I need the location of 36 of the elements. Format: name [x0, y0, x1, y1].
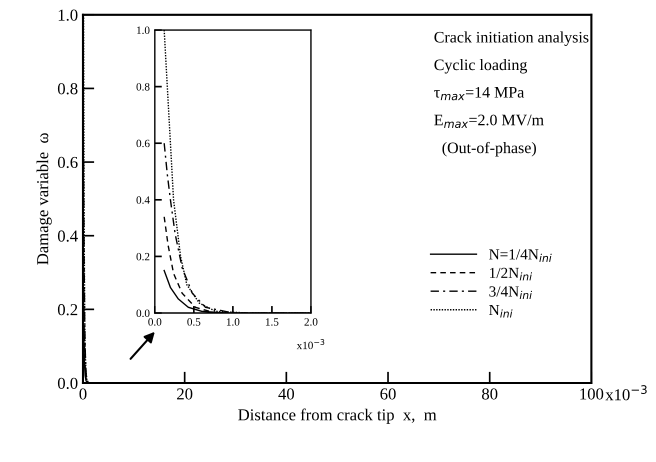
legend-label: N$_{ini}$ — [489, 305, 513, 318]
x-tick-label: 1.5 — [266, 318, 278, 326]
x-tick-label: 80 — [482, 388, 498, 400]
y-tick-label: 0.4 — [58, 230, 78, 242]
y-tick-label: 0.2 — [136, 252, 150, 260]
x-tick-label: 20 — [177, 388, 192, 400]
x-tick-label: 100 — [580, 388, 604, 400]
annotation: τ$_{max}$=14 MPa — [434, 86, 524, 100]
y-tick-label: 0.6 — [136, 140, 150, 148]
legend-label: N=1/4N$_{ini}$ — [489, 249, 552, 262]
text: x10$^{−3}$ — [605, 385, 647, 400]
x-tick-label: 0 — [79, 388, 87, 400]
y-tick-label: 0.8 — [136, 83, 150, 91]
x-tick-label: 40 — [278, 388, 294, 400]
y-tick-label: 1.0 — [58, 9, 78, 21]
legend-label: 1/2N$_{ini}$ — [490, 268, 532, 280]
y-tick-label: 0.6 — [58, 156, 78, 168]
y-tick-label: 0.0 — [136, 309, 150, 318]
annotation: E$_{max}$=2.0 MV/m — [434, 114, 544, 128]
x-axis-title: Distance from crack tip x, m — [238, 408, 436, 424]
x-tick-label: 2.0 — [304, 318, 318, 326]
annotation: x10$^{−3}$ — [296, 339, 324, 350]
x-tick-label: 60 — [380, 388, 396, 400]
y-tick-label: 0.4 — [136, 196, 150, 204]
annotation: (Out-of-phase) — [442, 142, 536, 156]
x-tick-label: 1.0 — [226, 318, 240, 326]
y-axis-title: Damage variable ω — [36, 133, 52, 265]
y-tick-label: 1.0 — [137, 26, 150, 34]
legend-label: 3/4N$_{ini}$ — [489, 286, 532, 299]
y-tick-label: 0.2 — [58, 304, 78, 316]
y-tick-label: 0.0 — [58, 378, 78, 390]
annotation: Crack initiation analysis — [434, 31, 588, 46]
x-tick-label: 0.0 — [148, 318, 162, 326]
annotation: Cyclic loading — [434, 58, 528, 74]
y-tick-label: 0.8 — [58, 83, 78, 94]
x-tick-label: 0.5 — [187, 318, 200, 326]
